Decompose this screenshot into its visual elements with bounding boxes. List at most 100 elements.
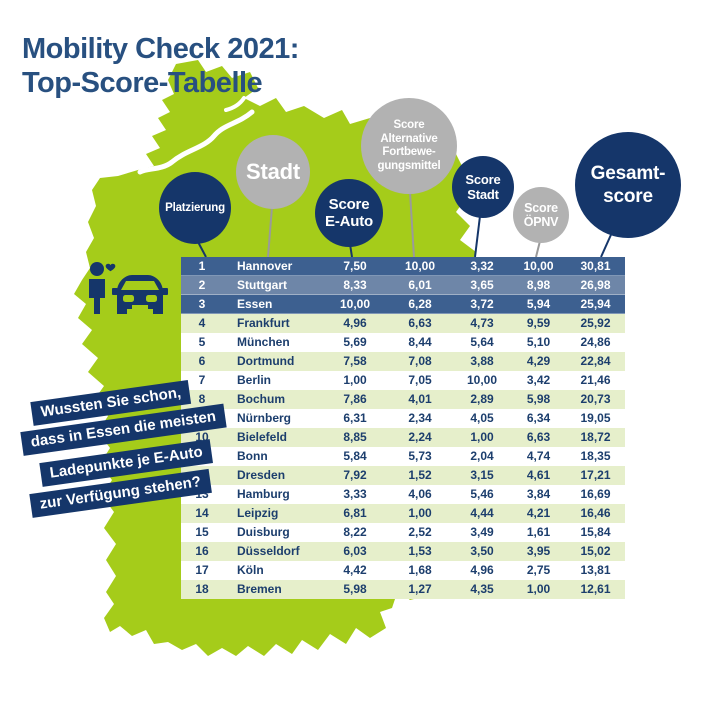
city-cell: Dresden — [237, 468, 286, 482]
score-oepnv-cell: 3,42 — [526, 373, 551, 387]
table-row: 8 Bochum 7,86 4,01 2,89 5,98 20,73 — [181, 390, 625, 409]
table-row: 10 Bielefeld 8,85 2,24 1,00 6,63 18,72 — [181, 428, 625, 447]
score-alternative-cell: 10,00 — [404, 259, 436, 273]
page-title: Mobility Check 2021: Top-Score-Tabelle — [22, 32, 299, 100]
city-cell: Bochum — [237, 392, 285, 406]
gesamtscore-cell: 16,46 — [580, 506, 611, 520]
score-stadt-cell: 3,50 — [470, 544, 494, 558]
score-alternative-cell: 5,73 — [408, 449, 432, 463]
car-front-icon — [112, 275, 168, 314]
city-cell: Stuttgart — [237, 278, 287, 292]
city-cell: Köln — [237, 563, 264, 577]
score-alternative-cell: 2,52 — [408, 525, 432, 539]
table-row: 1 Hannover 7,50 10,00 3,32 10,00 30,81 — [181, 257, 625, 276]
score-stadt-cell: 3,72 — [470, 297, 494, 311]
score-e-auto-cell: 6,31 — [343, 411, 367, 425]
score-oepnv-cell: 3,95 — [526, 544, 551, 558]
score-oepnv-cell: 4,74 — [526, 449, 551, 463]
score-alternative-cell: 4,06 — [408, 487, 432, 501]
connector-line — [474, 215, 481, 258]
score-alternative-cell: 1,27 — [408, 582, 432, 596]
score-e-auto-cell: 8,22 — [343, 525, 367, 539]
gesamtscore-cell: 18,35 — [580, 449, 611, 463]
table-row: 18 Bremen 5,98 1,27 4,35 1,00 12,61 — [181, 580, 625, 599]
column-circle-gesamtscore: Gesamt- score — [575, 132, 681, 238]
table-row: 17 Köln 4,42 1,68 4,96 2,75 13,81 — [181, 561, 625, 580]
score-oepnv-cell: 4,29 — [526, 354, 551, 368]
score-e-auto-cell: 4,96 — [343, 316, 367, 330]
score-stadt-cell: 4,96 — [470, 563, 494, 577]
city-cell: Dortmund — [237, 354, 295, 368]
score-oepnv-cell: 4,61 — [526, 468, 551, 482]
score-e-auto-cell: 7,58 — [343, 354, 367, 368]
gesamtscore-cell: 17,21 — [580, 468, 611, 482]
score-stadt-cell: 4,44 — [470, 506, 494, 520]
score-alternative-cell: 1,68 — [408, 563, 432, 577]
connector-line — [409, 191, 415, 258]
rank-cell: 4 — [198, 316, 206, 330]
score-stadt-cell: 10,00 — [466, 373, 498, 387]
gesamtscore-cell: 12,61 — [580, 582, 611, 596]
score-oepnv-cell: 6,34 — [526, 411, 551, 425]
table-row: 2 Stuttgart 8,33 6,01 3,65 8,98 26,98 — [181, 276, 625, 295]
title-line-2: Top-Score-Tabelle — [22, 67, 263, 99]
score-alternative-cell: 8,44 — [408, 335, 432, 349]
gesamtscore-cell: 30,81 — [580, 259, 611, 273]
gesamtscore-cell: 25,94 — [580, 297, 611, 311]
column-circle-score-e-auto: Score E-Auto — [315, 179, 383, 247]
score-e-auto-cell: 7,50 — [343, 259, 367, 273]
score-stadt-cell: 4,05 — [470, 411, 494, 425]
city-cell: Hannover — [237, 259, 293, 273]
city-cell: München — [237, 335, 290, 349]
rank-cell: 7 — [198, 373, 206, 387]
gesamtscore-cell: 24,86 — [580, 335, 611, 349]
city-cell: Bielefeld — [237, 430, 288, 444]
column-circle-stadt: Stadt — [236, 135, 310, 209]
table-row: 4 Frankfurt 4,96 6,63 4,73 9,59 25,92 — [181, 314, 625, 333]
column-circle-score-oepnv: Score ÖPNV — [513, 187, 569, 243]
rank-cell: 14 — [195, 506, 209, 520]
table-row: 15 Duisburg 8,22 2,52 3,49 1,61 15,84 — [181, 523, 625, 542]
city-cell: Nürnberg — [237, 411, 291, 425]
score-stadt-cell: 4,35 — [470, 582, 494, 596]
score-stadt-cell: 2,89 — [470, 392, 494, 406]
score-alternative-cell: 1,00 — [408, 506, 432, 520]
score-table: 1 Hannover 7,50 10,00 3,32 10,00 30,81 2 Stuttga… — [181, 257, 625, 599]
table-row: 7 Berlin 1,00 7,05 10,00 3,42 21,46 — [181, 371, 625, 390]
score-stadt-cell: 4,73 — [470, 316, 494, 330]
gesamtscore-cell: 18,72 — [580, 430, 611, 444]
city-cell: Duisburg — [237, 525, 290, 539]
score-stadt-cell: 5,46 — [470, 487, 494, 501]
score-alternative-cell: 1,53 — [408, 544, 432, 558]
score-oepnv-cell: 6,63 — [526, 430, 551, 444]
city-cell: Essen — [237, 297, 273, 311]
score-alternative-cell: 7,05 — [408, 373, 432, 387]
city-cell: Düsseldorf — [237, 544, 300, 558]
score-e-auto-cell: 7,92 — [343, 468, 367, 482]
table-row: 3 Essen 10,00 6,28 3,72 5,94 25,94 — [181, 295, 625, 314]
rank-cell: 5 — [198, 335, 206, 349]
score-oepnv-cell: 1,61 — [526, 525, 551, 539]
rank-cell: 6 — [198, 354, 206, 368]
coast-inlet — [224, 96, 246, 112]
score-alternative-cell: 2,34 — [408, 411, 432, 425]
gesamtscore-cell: 16,69 — [580, 487, 611, 501]
table-row: 16 Düsseldorf 6,03 1,53 3,50 3,95 15,02 — [181, 542, 625, 561]
score-alternative-cell: 1,52 — [408, 468, 432, 482]
score-oepnv-cell: 8,98 — [526, 278, 551, 292]
score-oepnv-cell: 5,94 — [526, 297, 551, 311]
gesamtscore-cell: 25,92 — [580, 316, 611, 330]
elbe-river — [137, 109, 255, 175]
score-alternative-cell: 4,01 — [408, 392, 432, 406]
score-e-auto-cell: 5,98 — [343, 582, 367, 596]
score-oepnv-cell: 5,98 — [526, 392, 551, 406]
gesamtscore-cell: 15,02 — [580, 544, 611, 558]
score-e-auto-cell: 5,69 — [343, 335, 367, 349]
score-oepnv-cell: 4,21 — [526, 506, 551, 520]
city-cell: Bonn — [237, 449, 268, 463]
rank-cell: 3 — [198, 297, 206, 311]
